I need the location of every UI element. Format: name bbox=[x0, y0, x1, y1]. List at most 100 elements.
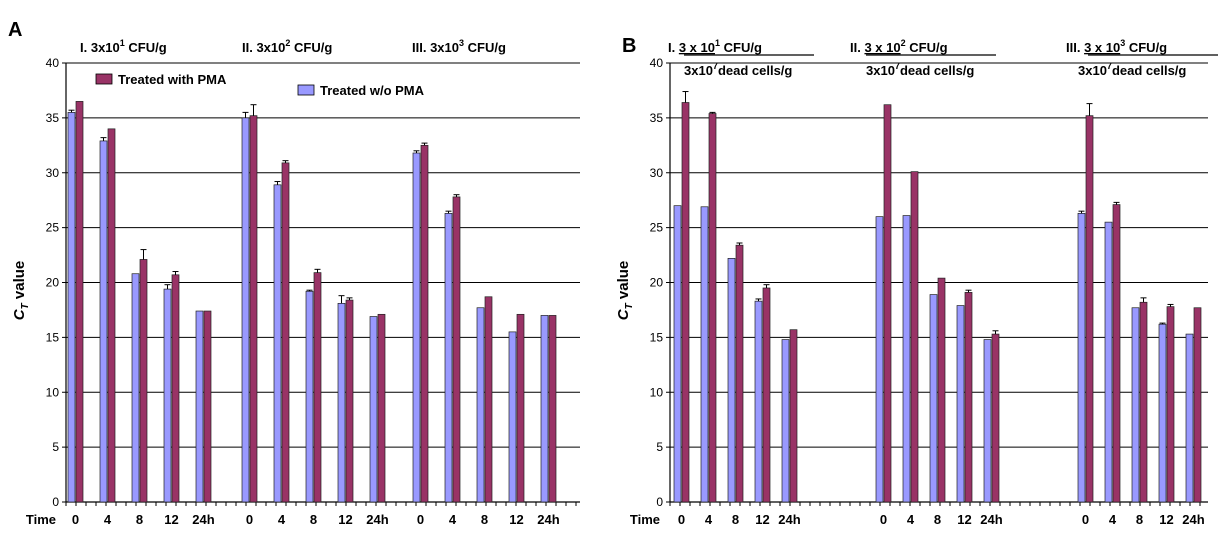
chart1-bar-with-pma bbox=[452, 196, 461, 503]
chart2-group-subtitle: 3x107dead cells/g bbox=[866, 61, 974, 78]
chart2-group-roman: III. bbox=[1066, 40, 1084, 55]
chart1-bar-with-pma bbox=[107, 128, 116, 503]
chart1-bar-with-pma bbox=[313, 272, 322, 503]
chart2-bar-without-pma bbox=[673, 205, 682, 503]
chart1-ytick-label: 10 bbox=[46, 385, 60, 399]
chart2-ytick-label: 10 bbox=[650, 385, 664, 399]
chart1-bar-with-pma bbox=[516, 313, 525, 503]
chart1-legend-swatch-with-pma bbox=[95, 73, 113, 85]
chart2-category-label: 12 bbox=[957, 512, 971, 527]
chart2-group-sub-unit: dead cells/g bbox=[718, 63, 792, 78]
chart1-category-label: 24h bbox=[537, 512, 559, 527]
chart1-bar-with-pma bbox=[249, 115, 258, 503]
chart1-bar-with-pma bbox=[377, 313, 386, 503]
chart1-bar-without-pma bbox=[369, 316, 378, 503]
chart1-bar-without-pma bbox=[131, 273, 140, 503]
chart1-ytick-label: 15 bbox=[46, 330, 60, 344]
chart1-ytick-label: 30 bbox=[46, 166, 60, 180]
chart2-bar-without-pma bbox=[781, 339, 790, 503]
chart2-group-unit: CFU/g bbox=[1125, 40, 1167, 55]
chart2-group-sub-exp: 7 bbox=[713, 61, 718, 71]
chart1-bar-without-pma bbox=[241, 117, 250, 503]
chart2-bar-with-pma bbox=[789, 329, 798, 503]
chart2-bar-without-pma bbox=[875, 216, 884, 503]
chart2-category-label: 8 bbox=[934, 512, 941, 527]
chart1-group-title: II. 3x102 CFU/g bbox=[242, 38, 332, 55]
chart1-bar-without-pma bbox=[163, 288, 172, 503]
chart1-group-title: I. 3x101 CFU/g bbox=[80, 38, 167, 55]
chart2-group-unit: CFU/g bbox=[720, 40, 762, 55]
chart2-bar-with-pma bbox=[681, 102, 690, 503]
chart1-bar-without-pma bbox=[540, 315, 549, 503]
chart2-category-label: 24h bbox=[778, 512, 800, 527]
chart1-group-roman: II. bbox=[242, 40, 256, 55]
chart1-bar-without-pma bbox=[99, 140, 108, 503]
chart1-category-label: 4 bbox=[449, 512, 457, 527]
chart2-bar-without-pma bbox=[1185, 333, 1194, 503]
chart2-bar-with-pma bbox=[1139, 301, 1148, 503]
chart2-bar-with-pma bbox=[910, 171, 919, 503]
chart1-group-exp: 1 bbox=[120, 38, 125, 48]
chart1-ytick-label: 5 bbox=[52, 440, 59, 454]
chart2-bar-without-pma bbox=[1077, 213, 1086, 503]
chart2-category-label: 0 bbox=[1082, 512, 1089, 527]
chart1-bar-with-pma bbox=[171, 274, 180, 503]
chart2-group-base: 3 x 10 bbox=[864, 40, 900, 55]
chart1-group-base: 3x10 bbox=[256, 40, 285, 55]
chart2-bar-with-pma bbox=[991, 333, 1000, 503]
chart1-category-label: 24h bbox=[192, 512, 214, 527]
chart1-category-label: 12 bbox=[509, 512, 523, 527]
chart2-category-label: 24h bbox=[1182, 512, 1204, 527]
chart2-category-label: 0 bbox=[678, 512, 685, 527]
chart2-ylabel-main: C bbox=[615, 308, 632, 320]
chart2-bar-without-pma bbox=[929, 294, 938, 503]
chart2-group-title: III. 3 x 103 CFU/g bbox=[1066, 38, 1167, 55]
chart2-group-subtitle: 3x107dead cells/g bbox=[1078, 61, 1186, 78]
chart1-ylabel-main: C bbox=[11, 308, 28, 320]
chart2-ytick-label: 0 bbox=[656, 495, 663, 509]
chart1-bar-without-pma bbox=[337, 303, 346, 503]
chart2-group-unit: CFU/g bbox=[906, 40, 948, 55]
chart2-bar-with-pma bbox=[762, 287, 771, 503]
chart1-ylabel-sub: T bbox=[20, 302, 31, 309]
chart1-bar-with-pma bbox=[75, 101, 84, 503]
chart2-bar-with-pma bbox=[964, 292, 973, 503]
chart1-category-label: 24h bbox=[366, 512, 388, 527]
chart2-ytick-label: 25 bbox=[650, 221, 664, 235]
chart2-group-exp: 2 bbox=[901, 38, 906, 48]
chart1-category-label: 0 bbox=[72, 512, 79, 527]
chart1-bar-without-pma bbox=[273, 184, 282, 503]
chart2-bar-with-pma bbox=[708, 113, 717, 503]
chart2-group-sub-base: 3x10 bbox=[866, 63, 895, 78]
chart2-bar-without-pma bbox=[1158, 323, 1167, 503]
chart2-bar-without-pma bbox=[983, 339, 992, 503]
chart2-bar-without-pma bbox=[700, 206, 709, 503]
chart1-ytick-label: 0 bbox=[52, 495, 59, 509]
chart1-category-label: 4 bbox=[104, 512, 112, 527]
chart1-bar-with-pma bbox=[345, 299, 354, 503]
chart1-bar-without-pma bbox=[508, 331, 517, 503]
chart1-group-unit: CFU/g bbox=[125, 40, 167, 55]
chart1-ytick-label: 25 bbox=[46, 221, 60, 235]
chart2-ytick-label: 20 bbox=[650, 276, 664, 290]
chart1-legend-label-without-pma: Treated w/o PMA bbox=[320, 83, 425, 98]
chart1-group-title: III. 3x103 CFU/g bbox=[412, 38, 506, 55]
chart2-group-sub-exp: 7 bbox=[895, 61, 900, 71]
chart2-bar-with-pma bbox=[1166, 306, 1175, 503]
chart2-group-exp: 3 bbox=[1120, 38, 1125, 48]
chart2-group-sub-unit: dead cells/g bbox=[1112, 63, 1186, 78]
chart1-group-unit: CFU/g bbox=[464, 40, 506, 55]
chart2-category-label: 4 bbox=[907, 512, 915, 527]
chart2-x-axis-title: Time bbox=[630, 512, 660, 527]
chart2-group-base: 3 x 10 bbox=[1084, 40, 1120, 55]
chart2-group-sub-unit: dead cells/g bbox=[900, 63, 974, 78]
chart2-bar-without-pma bbox=[956, 305, 965, 503]
chart1-legend-label-with-pma: Treated with PMA bbox=[118, 72, 227, 87]
chart2-group-title: II. 3 x 102 CFU/g bbox=[850, 38, 948, 55]
chart1-group-roman: III. bbox=[412, 40, 430, 55]
chart1-bar-with-pma bbox=[420, 144, 429, 503]
chart2-bar-with-pma bbox=[1193, 307, 1202, 503]
chart1-category-label: 12 bbox=[164, 512, 178, 527]
chart2-group-title: I. 3 x 101 CFU/g bbox=[668, 38, 762, 55]
